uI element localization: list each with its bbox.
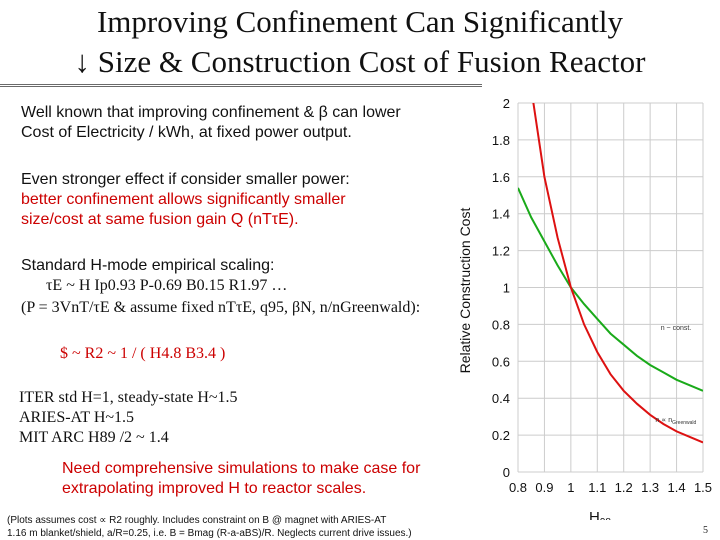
- y-tick-label: 0: [503, 465, 510, 480]
- footnote-line-1: (Plots assumes cost ∝ R2 roughly. Includ…: [7, 515, 387, 526]
- series-line: [532, 103, 703, 444]
- aries-line: ARIES-AT H~1.5: [19, 409, 135, 426]
- y-tick-label: 1.4: [492, 207, 510, 222]
- paragraph-2-line-2: better confinement allows significantly …: [21, 191, 346, 208]
- y-tick-label: 0.2: [492, 428, 510, 443]
- x-tick-label: 1.3: [641, 480, 659, 495]
- y-tick-label: 1.2: [492, 244, 510, 259]
- slide-title-line-2: ↓ Size & Construction Cost of Fusion Rea…: [74, 44, 646, 79]
- y-axis-label: Relative Construction Cost: [457, 208, 473, 374]
- conclusion-line-2: extrapolating improved H to reactor scal…: [62, 480, 367, 497]
- paragraph-1-line-2: Cost of Electricity / kWh, at fixed powe…: [21, 124, 352, 141]
- cost-formula: $ ~ R2 ~ 1 / ( H4.8 B3.4 ): [60, 345, 226, 362]
- scaling-heading: Standard H-mode empirical scaling:: [21, 257, 275, 274]
- scaling-formula: τE ~ H Ip0.93 P-0.69 B0.15 R1.97 …: [46, 277, 288, 294]
- y-tick-label: 1.8: [492, 133, 510, 148]
- x-tick-label: 1.5: [694, 480, 712, 495]
- x-tick-label: 0.9: [535, 480, 553, 495]
- slide-title-line-1: Improving Confinement Can Significantly: [96, 4, 624, 39]
- y-tick-label: 2: [503, 96, 510, 111]
- x-tick-label: 0.8: [509, 480, 527, 495]
- y-tick-label: 1: [503, 281, 510, 296]
- x-tick-label: 1.4: [668, 480, 686, 495]
- conclusion-line-1: Need comprehensive simulations to make c…: [62, 460, 421, 477]
- arc-line: MIT ARC H89 /2 ~ 1.4: [19, 429, 169, 446]
- x-tick-label: 1.1: [588, 480, 606, 495]
- title-rule: [0, 84, 482, 87]
- y-tick-label: 0.8: [492, 317, 510, 332]
- footnote-line-2: 1.16 m blanket/shield, a/R=0.25, i.e. B …: [7, 528, 412, 539]
- y-tick-label: 0.6: [492, 354, 510, 369]
- scaling-assumption: (P = 3VnT/τE & assume fixed nTτE, q95, β…: [21, 299, 421, 316]
- x-tick-label: 1: [567, 480, 574, 495]
- paragraph-2-line-3: size/cost at same fusion gain Q (nTτE).: [21, 211, 299, 228]
- series-line: [518, 187, 703, 392]
- y-tick-label: 1.6: [492, 170, 510, 185]
- x-axis-label: H98: [589, 509, 611, 520]
- series-label: n ∝ nGreenwald: [655, 417, 696, 426]
- series-label: n ~ const.: [661, 325, 692, 332]
- paragraph-1-line-1: Well known that improving confinement & …: [21, 104, 401, 121]
- iter-line: ITER std H=1, steady-state H~1.5: [19, 389, 238, 406]
- paragraph-2-line-1: Even stronger effect if consider smaller…: [21, 171, 350, 188]
- y-tick-label: 0.4: [492, 391, 510, 406]
- page-number: 5: [703, 525, 708, 536]
- x-tick-label: 1.2: [615, 480, 633, 495]
- cost-vs-h98-chart: 0 0.2 0.4 0.6 0.8 1 1.2 1.4 1.6 1.8 2 0.8 0.9 1 1.1 1.2…: [457, 96, 712, 520]
